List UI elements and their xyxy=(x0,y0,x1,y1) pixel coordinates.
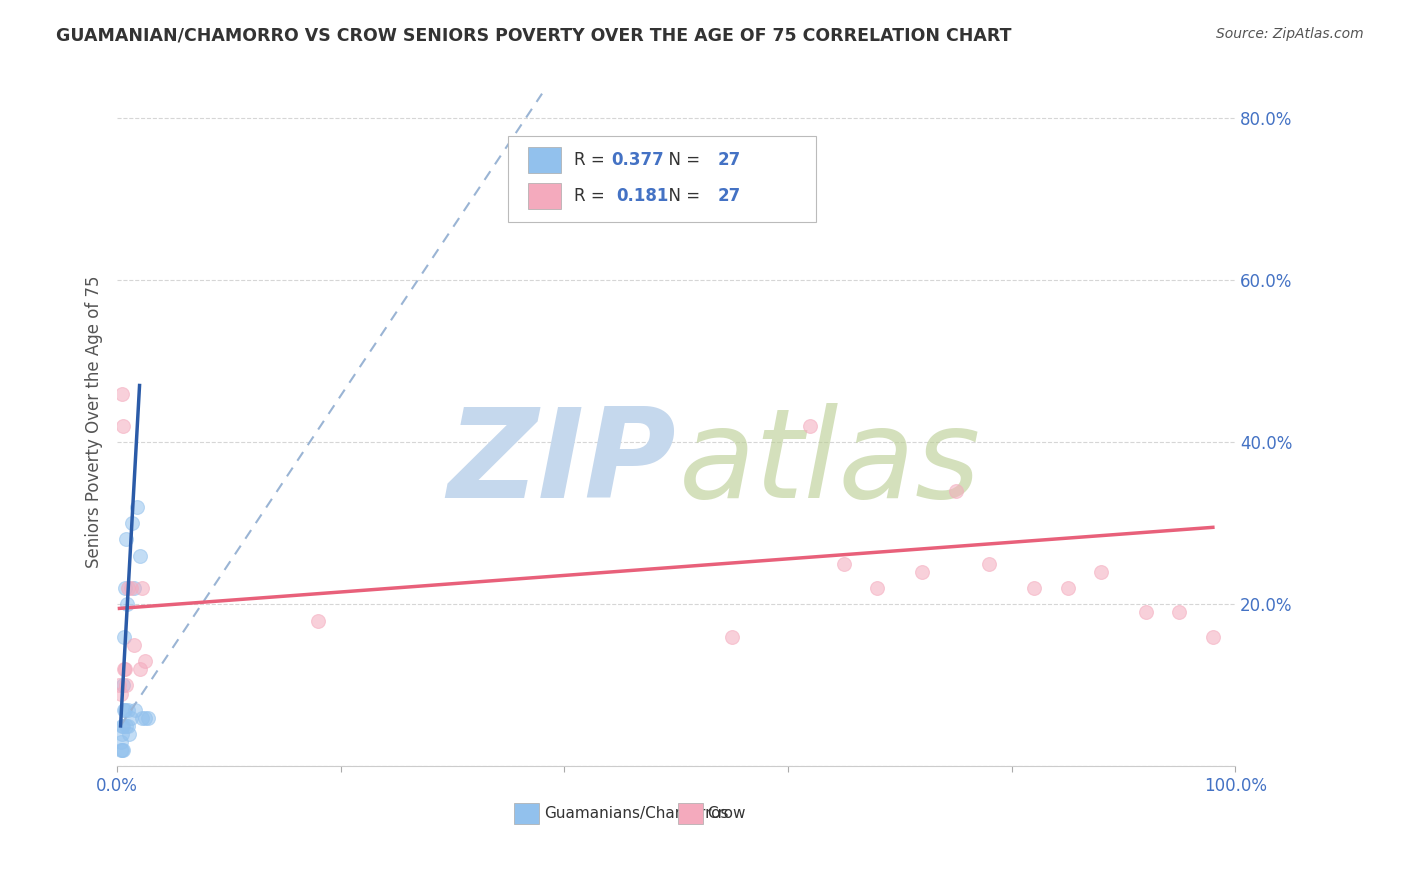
Point xyxy=(134,711,156,725)
Point xyxy=(110,735,132,749)
Text: 0.377: 0.377 xyxy=(612,151,664,169)
Point xyxy=(131,711,153,725)
Point xyxy=(832,557,855,571)
FancyBboxPatch shape xyxy=(515,803,538,823)
Point xyxy=(117,703,139,717)
Point xyxy=(111,419,134,434)
Point xyxy=(721,630,744,644)
Point xyxy=(121,516,143,531)
Text: R =: R = xyxy=(575,187,616,205)
Point xyxy=(979,557,1001,571)
Point xyxy=(127,500,149,514)
FancyBboxPatch shape xyxy=(679,803,703,823)
Point xyxy=(111,678,134,692)
Point xyxy=(112,630,135,644)
Text: Guamanians/Chamorros: Guamanians/Chamorros xyxy=(544,805,728,821)
Text: N =: N = xyxy=(658,187,706,205)
Text: 0.181: 0.181 xyxy=(616,187,668,205)
Point xyxy=(110,686,132,700)
Point xyxy=(111,719,134,733)
Text: 27: 27 xyxy=(717,151,741,169)
Point xyxy=(1022,581,1045,595)
Point xyxy=(115,678,138,692)
Point xyxy=(117,598,139,612)
Point xyxy=(1135,606,1157,620)
Point xyxy=(114,662,136,676)
Point xyxy=(911,565,934,579)
Point xyxy=(112,703,135,717)
Point xyxy=(122,581,145,595)
Point xyxy=(118,727,141,741)
Text: R =: R = xyxy=(575,151,610,169)
Point xyxy=(115,533,138,547)
Text: ZIP: ZIP xyxy=(447,403,676,524)
FancyBboxPatch shape xyxy=(527,147,561,173)
Point xyxy=(866,581,889,595)
Point xyxy=(945,483,967,498)
Text: 27: 27 xyxy=(717,187,741,205)
Point xyxy=(114,703,136,717)
Point xyxy=(1090,565,1112,579)
Point xyxy=(134,654,156,668)
Text: atlas: atlas xyxy=(679,403,980,524)
Point xyxy=(128,549,150,563)
Point xyxy=(117,581,139,595)
Point xyxy=(124,703,146,717)
Point xyxy=(120,581,142,595)
Point xyxy=(111,727,134,741)
Point xyxy=(114,581,136,595)
Point xyxy=(117,719,139,733)
Point xyxy=(128,662,150,676)
Point xyxy=(108,678,131,692)
Point xyxy=(1056,581,1078,595)
Point xyxy=(1202,630,1225,644)
Point xyxy=(111,743,134,757)
Point xyxy=(111,386,134,401)
Text: Crow: Crow xyxy=(707,805,747,821)
Text: Source: ZipAtlas.com: Source: ZipAtlas.com xyxy=(1216,27,1364,41)
Text: N =: N = xyxy=(658,151,706,169)
Point xyxy=(131,581,153,595)
Point xyxy=(120,711,142,725)
Point xyxy=(307,614,329,628)
Point xyxy=(1168,606,1191,620)
Point xyxy=(799,419,821,434)
Point xyxy=(111,743,134,757)
FancyBboxPatch shape xyxy=(509,136,815,222)
Text: GUAMANIAN/CHAMORRO VS CROW SENIORS POVERTY OVER THE AGE OF 75 CORRELATION CHART: GUAMANIAN/CHAMORRO VS CROW SENIORS POVER… xyxy=(56,27,1012,45)
Point xyxy=(138,711,160,725)
Point xyxy=(122,638,145,652)
Point xyxy=(112,662,135,676)
Point xyxy=(110,743,132,757)
Point xyxy=(111,719,134,733)
Point xyxy=(115,719,138,733)
Y-axis label: Seniors Poverty Over the Age of 75: Seniors Poverty Over the Age of 75 xyxy=(86,276,103,568)
FancyBboxPatch shape xyxy=(527,183,561,210)
